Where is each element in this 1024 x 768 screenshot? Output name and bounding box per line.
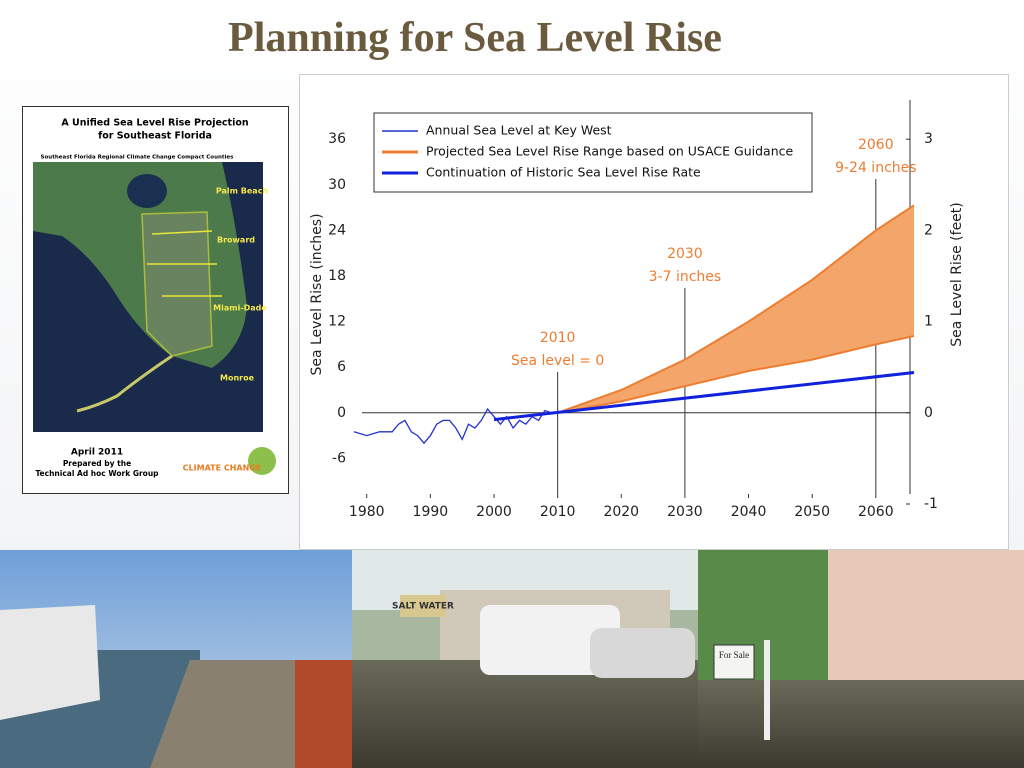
x-tick-label: 1990 <box>413 504 449 520</box>
region-label: Monroe <box>220 374 255 383</box>
logo-mark <box>248 447 276 475</box>
photo-van <box>480 605 620 675</box>
legend-label: Annual Sea Level at Key West <box>426 123 612 138</box>
y2-tick-label: 0 <box>924 405 933 421</box>
photo-flood <box>698 680 1024 768</box>
x-tick-label: 2000 <box>476 504 512 520</box>
y-tick-label: 18 <box>328 268 346 284</box>
sign <box>713 644 755 680</box>
y-tick-label: 30 <box>328 177 346 193</box>
annotation-text: 3-7 inches <box>649 269 722 285</box>
sign-post <box>764 640 770 740</box>
region-label: Palm Beach <box>216 187 269 196</box>
lake <box>127 174 167 208</box>
keys <box>76 354 173 413</box>
x-tick-label: 2060 <box>858 504 894 520</box>
region-label: Miami-Dade <box>213 304 267 313</box>
y-tick-label: 36 <box>328 131 346 147</box>
series-line <box>493 371 915 422</box>
series-line <box>353 407 558 445</box>
county-lines <box>147 230 222 297</box>
y-tick-label: 0 <box>337 405 346 421</box>
sign-text: SALT WATER <box>392 602 454 612</box>
x-tick-label: 2040 <box>731 504 767 520</box>
x-tick-label: 1980 <box>349 504 385 520</box>
y-tick-label: 6 <box>337 359 346 375</box>
x-tick-label: 2050 <box>794 504 830 520</box>
range-high <box>557 204 915 414</box>
y-tick-label: 12 <box>328 314 346 330</box>
cover-title: for Southeast Florida <box>98 131 212 142</box>
y2-tick-label: -1 <box>924 496 938 512</box>
annotation-text: 2030 <box>667 246 703 262</box>
sign-text: For Sale <box>719 650 749 660</box>
y2-axis-label: Sea Level Rise (feet) <box>949 202 965 346</box>
y-tick-label: 24 <box>328 222 346 238</box>
photo-boat <box>0 605 100 720</box>
cover-subtitle: Southeast Florida Regional Climate Chang… <box>41 155 235 161</box>
cover-title: A Unified Sea Level Rise Projection <box>61 118 248 129</box>
logo-text: CLIMATE CHANGE <box>183 464 262 473</box>
slide-title: Planning for Sea Level Rise <box>228 15 722 61</box>
photo-car <box>590 628 695 678</box>
y2-tick-label: 2 <box>924 222 933 238</box>
x-tick-label: 2030 <box>667 504 703 520</box>
cover-date: April 2011 <box>71 448 123 458</box>
y2-tick-label: 1 <box>924 314 933 330</box>
annotation-text: Sea level = 0 <box>511 353 604 369</box>
y-tick-label: -6 <box>332 450 346 466</box>
legend-box <box>373 112 813 193</box>
y-axis-label: Sea Level Rise (inches) <box>309 213 325 375</box>
range-area <box>557 205 914 413</box>
y2-tick-label: 3 <box>924 131 933 147</box>
photo-boat <box>295 660 352 768</box>
x-tick-label: 2020 <box>603 504 639 520</box>
x-tick-label: 2010 <box>540 504 576 520</box>
photo-strip: SALT WATER For Sale <box>0 550 1024 768</box>
legend-label: Projected Sea Level Rise Range based on … <box>426 144 793 159</box>
annotation-text: 9-24 inches <box>835 160 916 176</box>
county-lines <box>141 211 213 357</box>
legend-label: Continuation of Historic Sea Level Rise … <box>426 165 701 180</box>
cover-group: Technical Ad hoc Work Group <box>35 469 159 478</box>
range-low <box>557 335 915 414</box>
annotation-text: 2010 <box>540 330 576 346</box>
annotation-text: 2060 <box>858 137 894 153</box>
report-cover: A Unified Sea Level Rise Projection for … <box>22 106 289 494</box>
region-label: Broward <box>217 236 255 245</box>
sign <box>400 595 446 617</box>
cover-prepared: Prepared by the <box>63 459 131 468</box>
